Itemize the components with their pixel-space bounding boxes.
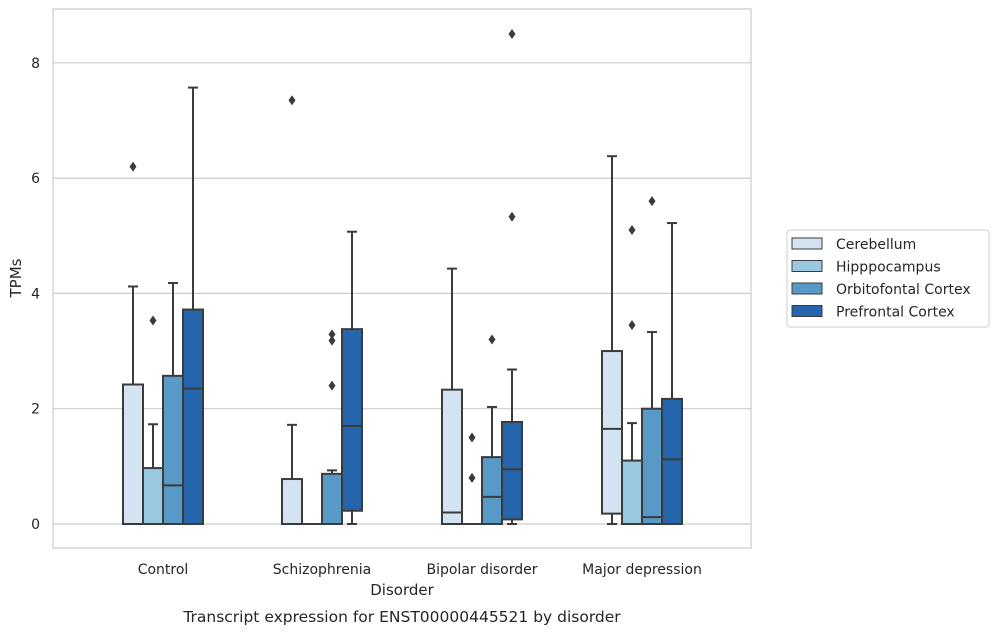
legend-frame	[786, 229, 990, 328]
box	[142, 315, 164, 525]
box-body	[341, 328, 363, 512]
outlier-point	[488, 334, 496, 345]
box-body	[481, 456, 503, 526]
box	[601, 155, 623, 525]
outlier-point	[328, 380, 336, 391]
outlier-point	[149, 315, 157, 326]
x-axis-label: Disorder	[370, 581, 434, 599]
outlier-point	[328, 329, 336, 340]
y-tick-label: 6	[31, 171, 40, 187]
box-body	[162, 374, 184, 526]
y-axis-ticks: 0 2 4 6 8	[31, 56, 40, 533]
box	[162, 282, 184, 526]
box	[462, 432, 482, 525]
outlier-point	[628, 320, 636, 331]
outlier-point	[628, 224, 636, 235]
legend-label: Orbitofontal Cortex	[836, 282, 971, 298]
box-body	[281, 478, 303, 525]
box-body	[142, 467, 164, 525]
box	[661, 222, 683, 526]
box	[621, 224, 643, 525]
box	[501, 28, 523, 525]
outlier-point	[288, 95, 296, 106]
box-body	[441, 388, 463, 525]
legend: Cerebellum Hipppocampus Orbitofontal Corte…	[786, 229, 990, 328]
box	[182, 86, 204, 525]
outlier-point	[129, 161, 137, 172]
y-axis-label: TPMs	[7, 258, 25, 298]
box-body	[641, 407, 663, 526]
box-body	[661, 397, 683, 526]
x-tick-label: Schizophrenia	[273, 562, 371, 578]
legend-label: Cerebellum	[836, 237, 916, 253]
legend-swatch	[791, 305, 823, 317]
box	[641, 196, 663, 526]
legend-swatch	[791, 282, 823, 295]
box-body	[621, 459, 643, 525]
x-tick-label: Bipolar disorder	[426, 562, 537, 578]
box-body	[601, 350, 623, 515]
box-body	[122, 383, 144, 525]
box	[441, 267, 463, 525]
legend-swatch	[791, 260, 823, 272]
outlier-point	[508, 28, 516, 39]
outlier-point	[648, 196, 656, 207]
outlier-point	[328, 335, 336, 346]
outlier-point	[468, 472, 476, 483]
box	[341, 230, 363, 525]
legend-label: Hipppocampus	[836, 260, 941, 276]
box	[481, 334, 503, 526]
legend-label: Prefrontal Cortex	[836, 305, 955, 321]
box	[281, 95, 303, 525]
legend-swatch	[791, 237, 823, 250]
chart-caption: Transcript expression for ENST0000044552…	[182, 608, 621, 626]
y-tick-label: 2	[31, 402, 40, 418]
outlier-point	[508, 211, 516, 222]
x-tick-label: Control	[138, 562, 189, 578]
x-axis-ticks: Control Schizophrenia Bipolar disorder Majo…	[138, 562, 702, 578]
box-body	[182, 308, 204, 525]
plot-area-frame	[52, 8, 752, 549]
box	[321, 329, 343, 526]
box-body	[321, 472, 343, 526]
y-tick-label: 4	[31, 286, 40, 302]
y-tick-label: 8	[31, 56, 40, 72]
box-marks	[122, 28, 683, 526]
box	[122, 161, 144, 525]
box-body	[501, 420, 523, 521]
y-tick-label: 0	[31, 517, 40, 533]
x-tick-label: Major depression	[582, 562, 702, 578]
outlier-point	[468, 432, 476, 443]
